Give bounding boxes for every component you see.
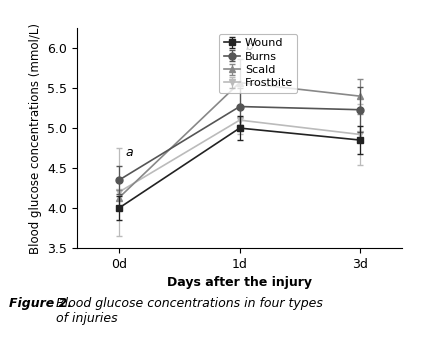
Text: b: b bbox=[246, 40, 253, 53]
Text: a: a bbox=[125, 146, 133, 159]
Text: Figure 2.: Figure 2. bbox=[9, 297, 71, 310]
Y-axis label: Blood glucose concentrations (mmol/L): Blood glucose concentrations (mmol/L) bbox=[29, 23, 42, 253]
Text: Blood glucose concentrations in four types
of injuries: Blood glucose concentrations in four typ… bbox=[56, 297, 323, 325]
Legend: Wound, Burns, Scald, Frostbite: Wound, Burns, Scald, Frostbite bbox=[219, 34, 297, 93]
X-axis label: Days after the injury: Days after the injury bbox=[167, 276, 312, 289]
